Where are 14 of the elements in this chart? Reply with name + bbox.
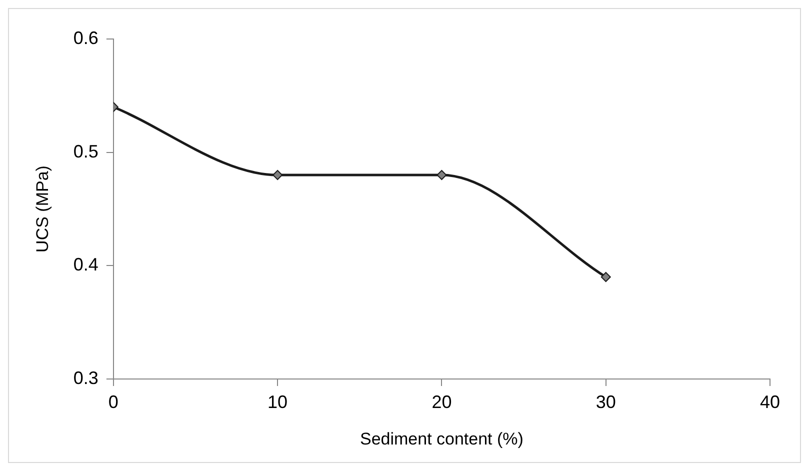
y-tick-label: 0.5	[73, 141, 98, 162]
x-tick-label: 30	[596, 392, 616, 412]
y-tick-label: 0.6	[73, 28, 98, 48]
x-tick-label: 40	[760, 392, 780, 412]
point	[272, 170, 283, 180]
point	[600, 272, 611, 282]
x-tick-label: 0	[108, 392, 118, 412]
x-tick-label: 20	[432, 392, 452, 412]
x-axis-title: Sediment content (%)	[360, 429, 524, 448]
x-tick-label: 10	[268, 392, 288, 412]
y-axis-title: UCS (MPa)	[32, 166, 52, 252]
y-tick-label: 0.3	[73, 368, 98, 388]
point	[436, 170, 447, 180]
y-tick-label: 0.4	[73, 254, 98, 275]
